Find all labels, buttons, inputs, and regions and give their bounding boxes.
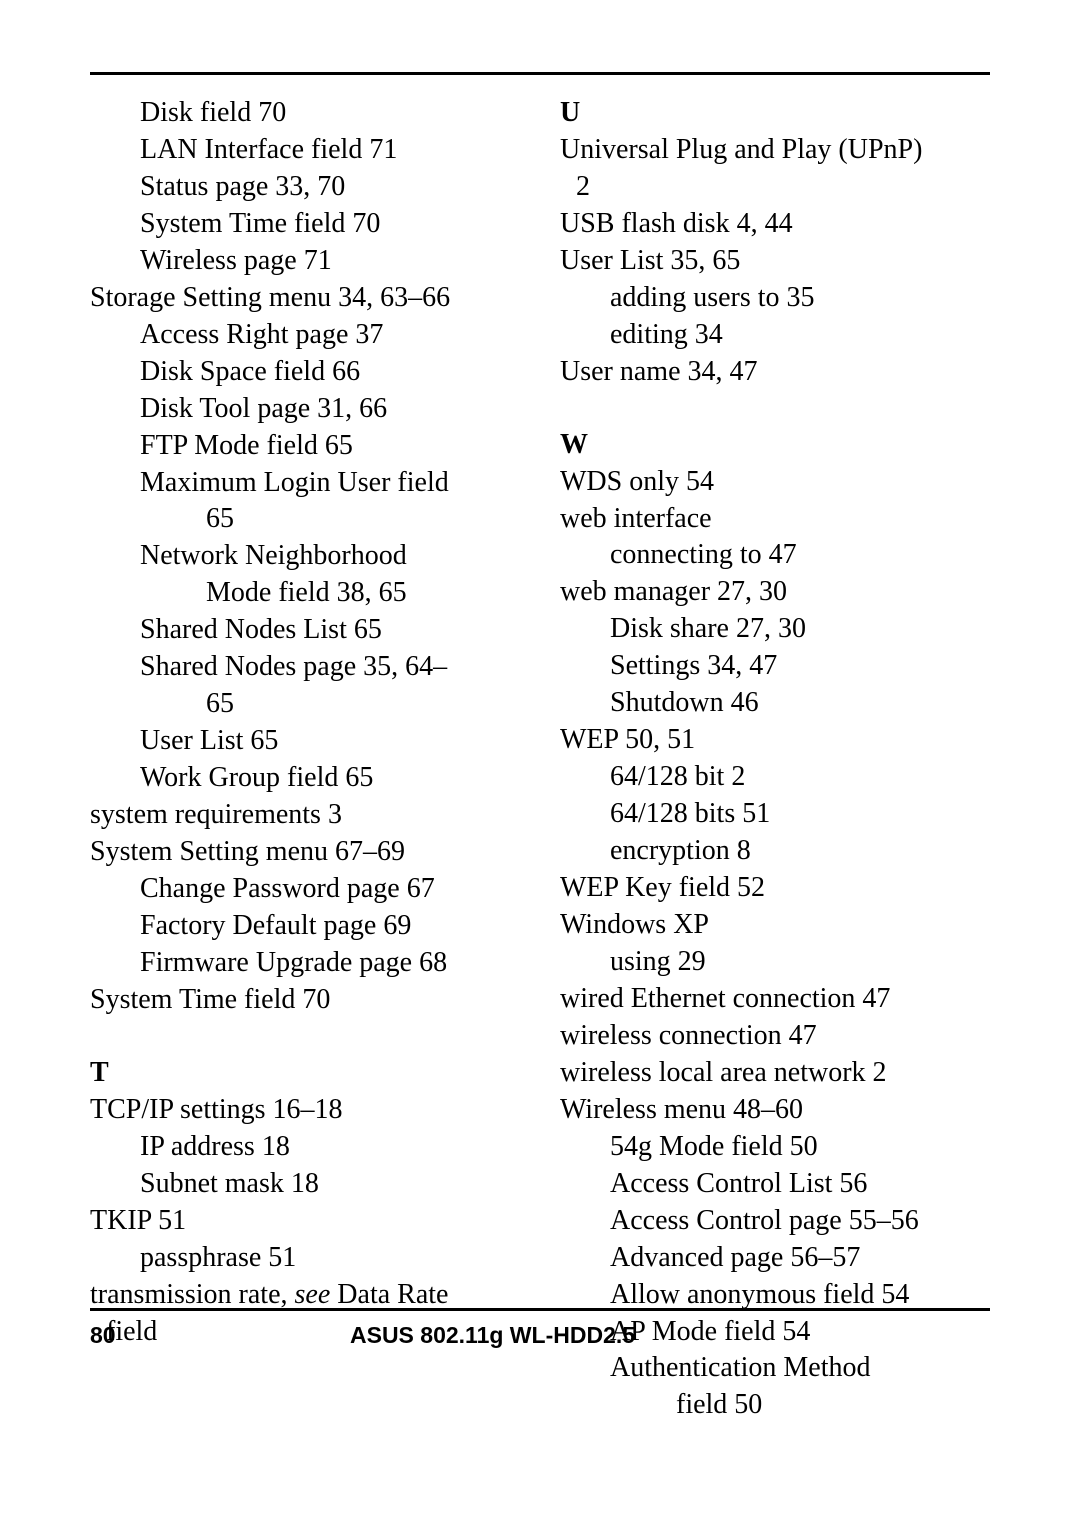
index-entry: Wireless menu 48–60 <box>560 1092 990 1129</box>
index-entry: Shared Nodes page 35, 64– <box>90 649 520 686</box>
index-entry: Subnet mask 18 <box>90 1166 520 1203</box>
index-entry: WEP Key field 52 <box>560 870 990 907</box>
section-letter: U <box>560 95 990 132</box>
index-entry: 54g Mode field 50 <box>560 1129 990 1166</box>
index-entry: Wireless page 71 <box>90 243 520 280</box>
index-entry: 2 <box>560 169 990 206</box>
index-entry: 64/128 bits 51 <box>560 796 990 833</box>
index-entry: User List 65 <box>90 723 520 760</box>
index-entry: TKIP 51 <box>90 1203 520 1240</box>
index-entry: adding users to 35 <box>560 280 990 317</box>
index-entry: IP address 18 <box>90 1129 520 1166</box>
index-entry: Disk field 70 <box>90 95 520 132</box>
index-entry: passphrase 51 <box>90 1240 520 1277</box>
index-entry: FTP Mode field 65 <box>90 428 520 465</box>
index-entry: Advanced page 56–57 <box>560 1240 990 1277</box>
index-entry: using 29 <box>560 944 990 981</box>
index-entry: TCP/IP settings 16–18 <box>90 1092 520 1129</box>
index-entry: USB flash disk 4, 44 <box>560 206 990 243</box>
index-page: Disk field 70LAN Interface field 71Statu… <box>90 0 990 1529</box>
bottom-rule <box>90 1308 990 1311</box>
section-letter: W <box>560 427 990 464</box>
index-content: Disk field 70LAN Interface field 71Statu… <box>90 95 990 1424</box>
index-entry: Disk Tool page 31, 66 <box>90 391 520 428</box>
index-entry: User name 34, 47 <box>560 354 990 391</box>
right-column: UUniversal Plug and Play (UPnP)2USB flas… <box>560 95 990 1424</box>
section-letter: T <box>90 1055 520 1092</box>
index-entry: Firmware Upgrade page 68 <box>90 945 520 982</box>
index-entry: web interface <box>560 501 990 538</box>
index-entry: Maximum Login User field <box>90 465 520 502</box>
index-entry: connecting to 47 <box>560 537 990 574</box>
index-entry: Work Group field 65 <box>90 760 520 797</box>
index-entry: WDS only 54 <box>560 464 990 501</box>
index-entry: 65 <box>90 501 520 538</box>
index-entry: Access Right page 37 <box>90 317 520 354</box>
index-entry: Disk Space field 66 <box>90 354 520 391</box>
index-entry: editing 34 <box>560 317 990 354</box>
index-entry: Shutdown 46 <box>560 685 990 722</box>
index-entry: Factory Default page 69 <box>90 908 520 945</box>
index-entry: Universal Plug and Play (UPnP) <box>560 132 990 169</box>
left-column: Disk field 70LAN Interface field 71Statu… <box>90 95 520 1424</box>
index-entry: Windows XP <box>560 907 990 944</box>
index-entry: Network Neighborhood <box>90 538 520 575</box>
index-entry: Change Password page 67 <box>90 871 520 908</box>
index-entry: web manager 27, 30 <box>560 574 990 611</box>
index-entry: wireless local area network 2 <box>560 1055 990 1092</box>
index-entry: field 50 <box>560 1387 990 1424</box>
index-entry: System Time field 70 <box>90 982 520 1019</box>
index-entry: encryption 8 <box>560 833 990 870</box>
index-entry: Settings 34, 47 <box>560 648 990 685</box>
index-entry: Shared Nodes List 65 <box>90 612 520 649</box>
footer-title: ASUS 802.11g WL-HDD2.5 <box>350 1322 635 1349</box>
index-entry: Status page 33, 70 <box>90 169 520 206</box>
index-entry: Storage Setting menu 34, 63–66 <box>90 280 520 317</box>
index-entry: 64/128 bit 2 <box>560 759 990 796</box>
index-entry: System Setting menu 67–69 <box>90 834 520 871</box>
page-number: 80 <box>90 1322 116 1349</box>
page-footer: 80 ASUS 802.11g WL-HDD2.5 <box>90 1322 990 1349</box>
index-entry: Access Control page 55–56 <box>560 1203 990 1240</box>
index-entry: Disk share 27, 30 <box>560 611 990 648</box>
index-entry: WEP 50, 51 <box>560 722 990 759</box>
index-entry: Access Control List 56 <box>560 1166 990 1203</box>
index-entry: wired Ethernet connection 47 <box>560 981 990 1018</box>
index-entry: LAN Interface field 71 <box>90 132 520 169</box>
index-entry: wireless connection 47 <box>560 1018 990 1055</box>
index-entry: User List 35, 65 <box>560 243 990 280</box>
index-entry: Authentication Method <box>560 1350 990 1387</box>
top-rule <box>90 72 990 75</box>
index-entry: System Time field 70 <box>90 206 520 243</box>
index-entry: system requirements 3 <box>90 797 520 834</box>
index-entry: 65 <box>90 686 520 723</box>
index-entry: Mode field 38, 65 <box>90 575 520 612</box>
